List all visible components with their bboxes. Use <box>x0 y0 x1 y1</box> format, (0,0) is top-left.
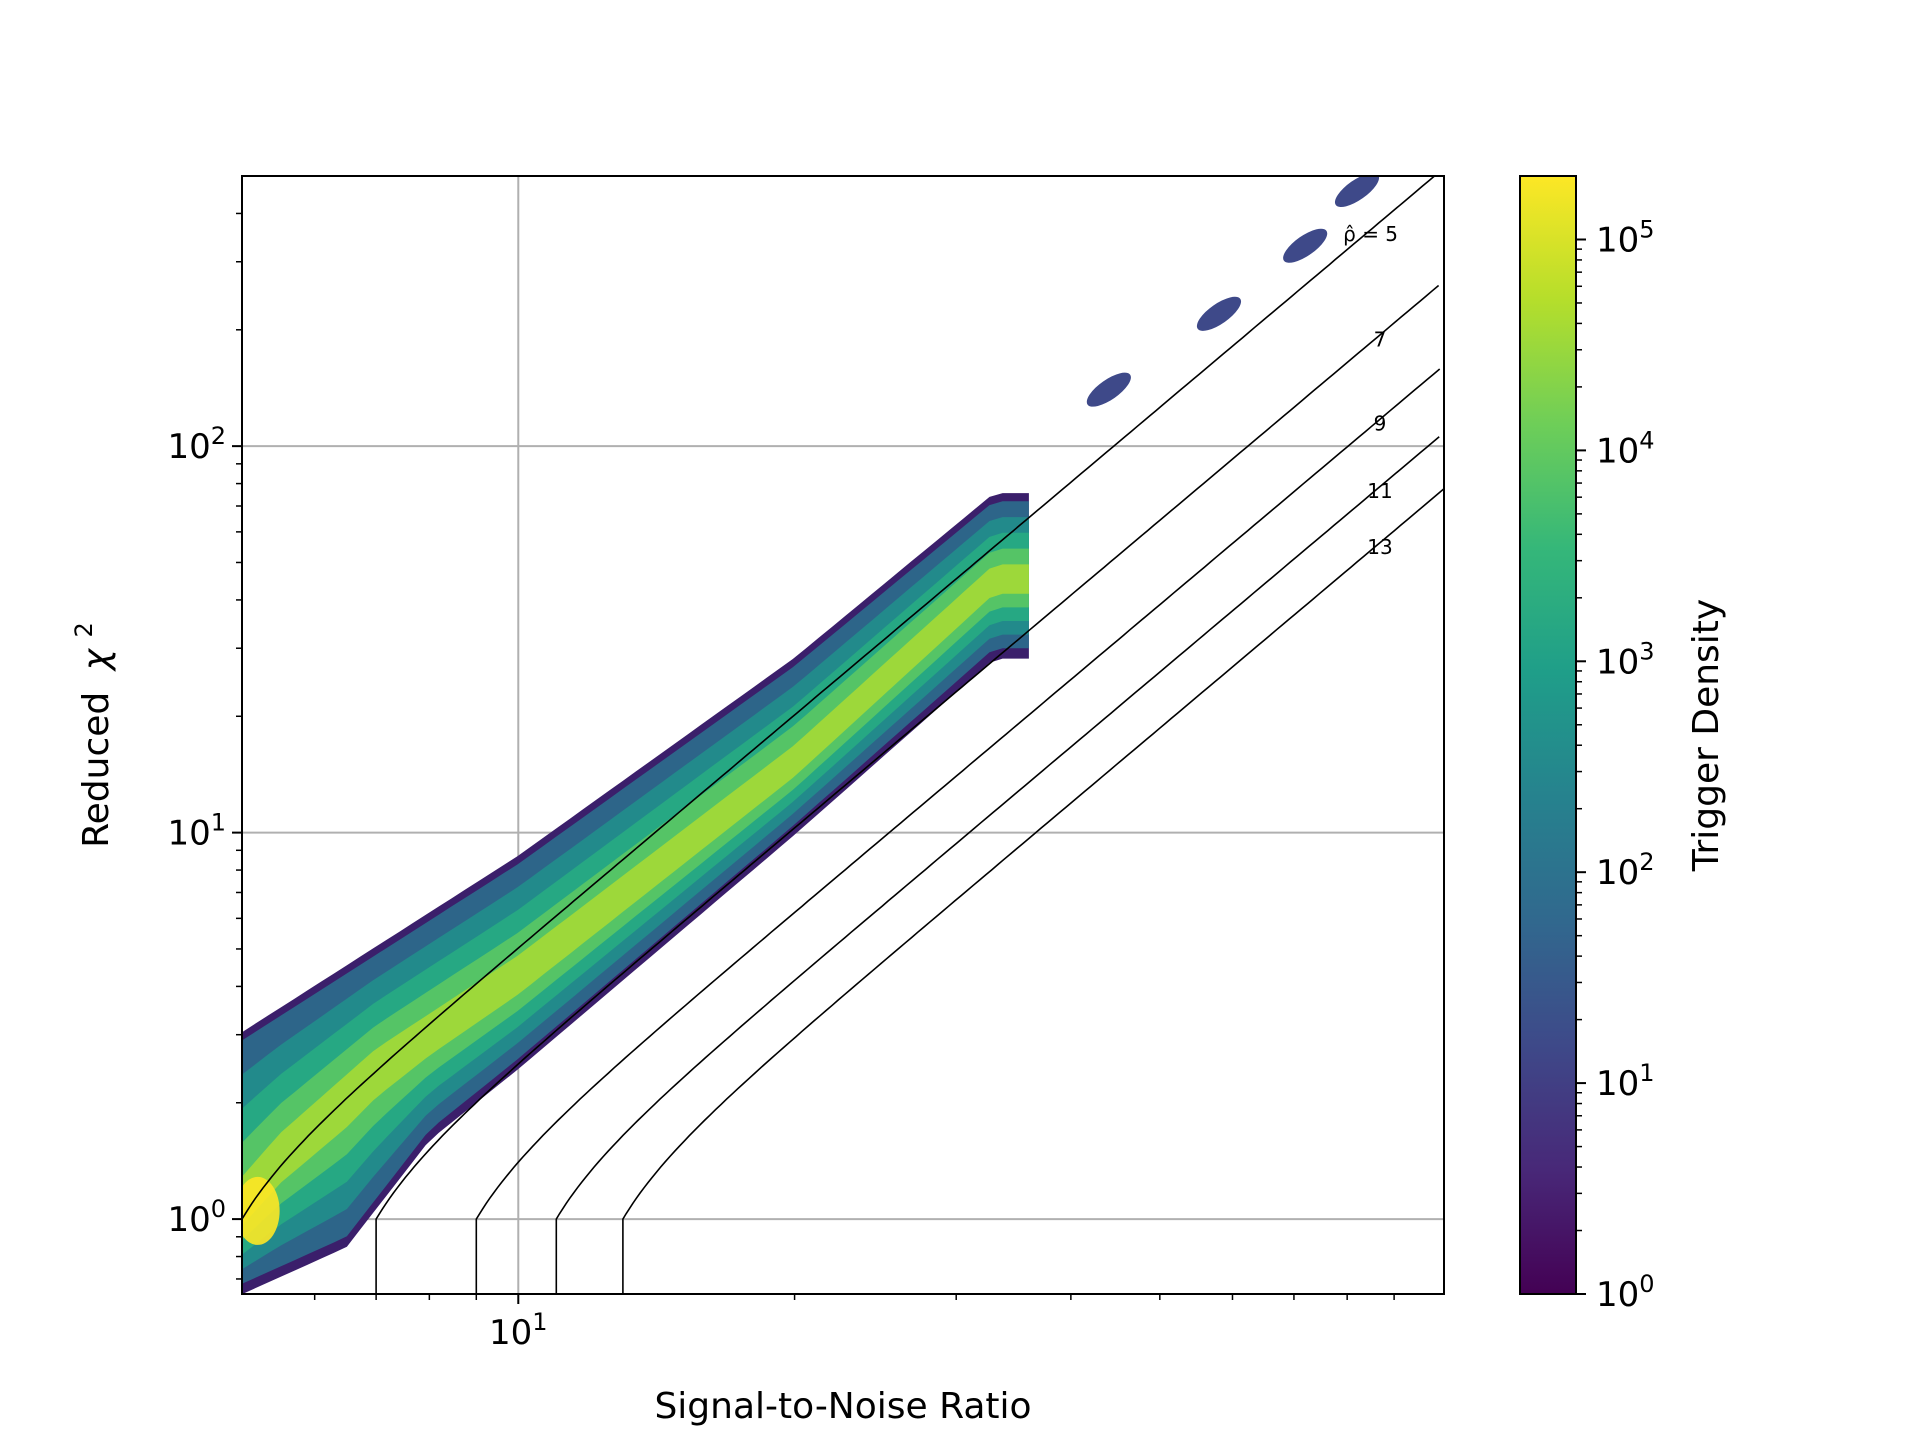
plot-frame <box>241 175 1445 1295</box>
contour-label: ρ̂ = 5 <box>1343 222 1398 246</box>
colorbar-tick-label: 102 <box>1596 848 1655 893</box>
contour-line-rho-11 <box>555 436 1440 1294</box>
colorbar-tick-label: 103 <box>1596 637 1655 682</box>
contour-line-rho-5 <box>242 176 1436 1294</box>
x-tick-label: 101 <box>489 1308 548 1353</box>
contour-label: 11 <box>1367 479 1392 503</box>
colorbar-tick-label: 105 <box>1596 215 1655 260</box>
plot-area: ρ̂ = 5 7 9 11 13 101 100 101 102 <box>167 175 1445 1353</box>
rho-contours <box>242 176 1444 1294</box>
colorbar-tick-label: 104 <box>1596 426 1655 471</box>
y-tick-label: 102 <box>167 422 226 467</box>
colorbar-label: Trigger Density <box>1686 599 1727 872</box>
colorbar-tick-label: 101 <box>1596 1059 1655 1104</box>
y-axis-ticks: 100 101 102 <box>167 212 242 1280</box>
contour-labels: ρ̂ = 5 7 9 11 13 <box>1343 222 1398 559</box>
contour-label: 9 <box>1374 412 1387 436</box>
trigger-density-heatmap <box>242 176 1380 1294</box>
colorbar-gradient <box>1520 176 1576 1294</box>
contour-label: 7 <box>1374 327 1387 351</box>
outlier-cluster <box>1196 296 1242 331</box>
y-tick-label: 101 <box>167 809 226 854</box>
colorbar-frame <box>1519 175 1577 1295</box>
colorbar: 100 101 102 103 104 105 Trigger Density <box>1519 175 1727 1315</box>
contour-label: 13 <box>1367 535 1392 559</box>
outlier-cluster <box>1086 372 1131 407</box>
colorbar-tick-label: 100 <box>1596 1270 1655 1315</box>
grid-lines <box>242 176 1444 1294</box>
outlier-cluster <box>1334 176 1380 208</box>
y-axis-label-sup: 2 <box>70 622 98 637</box>
contour-line-rho-7 <box>375 284 1440 1294</box>
density-core <box>242 1176 280 1245</box>
contour-line-rho-13 <box>622 488 1444 1294</box>
colorbar-ticks: 100 101 102 103 104 105 <box>1576 215 1655 1315</box>
contour-line-rho-9 <box>475 368 1441 1294</box>
y-axis-label-symbol: χ <box>76 647 117 672</box>
y-axis-label-text: Reduced <box>76 692 117 848</box>
x-axis-label: Signal-to-Noise Ratio <box>654 1386 1031 1427</box>
y-tick-label: 100 <box>167 1195 226 1240</box>
x-axis-ticks: 101 <box>313 1294 1395 1353</box>
y-axis-label: Reduced χ 2 <box>70 622 117 848</box>
density-band-level-5 <box>242 564 1029 1226</box>
outlier-cluster <box>1283 228 1328 263</box>
